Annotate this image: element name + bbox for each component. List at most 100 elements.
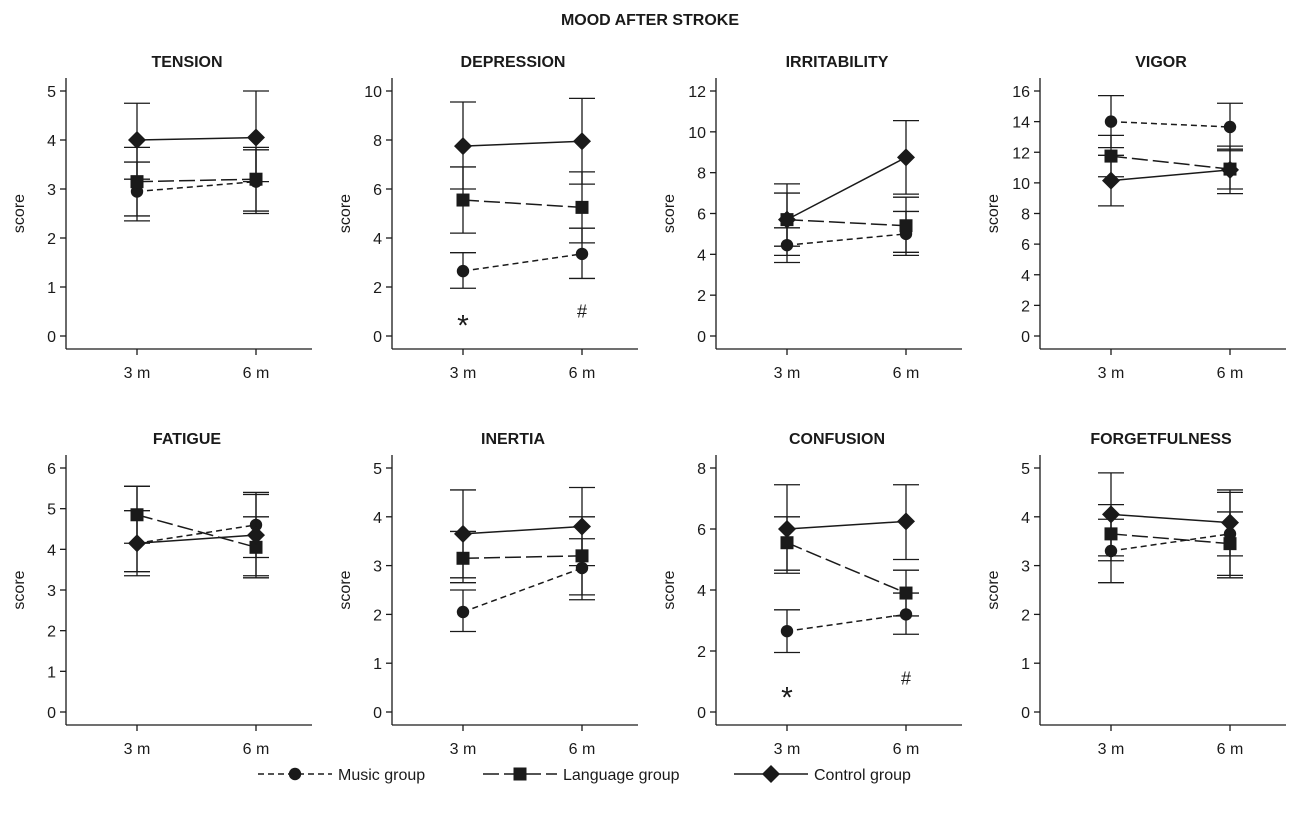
panel-title-vigor: VIGOR — [1135, 54, 1187, 71]
series-control-group — [124, 90, 269, 183]
y-tick-label: 6 — [1021, 237, 1030, 254]
series-line-control-group — [462, 525, 583, 535]
y-tick-label: 5 — [47, 502, 56, 519]
data-point-control-group — [1102, 171, 1120, 190]
data-point-music-group — [780, 624, 794, 638]
y-tick-label: 2 — [697, 288, 706, 305]
data-point-language-group — [456, 193, 470, 207]
y-tick-label: 12 — [688, 84, 706, 101]
y-tick-label: 5 — [1021, 461, 1030, 478]
series-music-group — [450, 227, 595, 289]
significance-marker: # — [577, 302, 587, 322]
legend-item-music-group: Music group — [258, 767, 425, 784]
data-point-control-group — [897, 148, 915, 167]
y-axis-label: score — [661, 194, 678, 233]
y-tick-label: 2 — [697, 644, 706, 661]
y-tick-label: 10 — [1012, 176, 1030, 193]
y-tick-label: 8 — [373, 133, 382, 150]
legend-label: Music group — [338, 767, 425, 784]
y-tick-label: 14 — [1012, 115, 1030, 132]
y-tick-label: 0 — [373, 329, 382, 346]
data-point-control-group — [573, 517, 591, 536]
y-tick-label: 4 — [373, 510, 382, 527]
x-tick-label: 3 m — [1098, 741, 1125, 758]
panel-title-irritability: IRRITABILITY — [786, 54, 889, 71]
y-tick-label: 1 — [47, 280, 56, 297]
data-point-music-group — [575, 247, 589, 261]
data-point-control-group — [1221, 160, 1239, 179]
y-tick-label: 3 — [1021, 559, 1030, 576]
data-point-control-group — [247, 526, 265, 545]
data-point-music-group — [1223, 120, 1237, 134]
x-tick-label: 6 m — [893, 741, 920, 758]
y-tick-label: 0 — [697, 329, 706, 346]
series-line-control-group — [136, 136, 257, 141]
significance-marker: * — [781, 682, 793, 715]
series-language-group — [124, 485, 269, 579]
panel-forgetfulness: FORGETFULNESS 0 1 2 3 4 5 3 m 6 m score — [985, 431, 1286, 758]
y-axis-label: score — [337, 570, 354, 609]
y-tick-label: 4 — [697, 247, 706, 264]
data-point-music-group — [456, 605, 470, 619]
data-point-control-group — [778, 210, 796, 229]
x-tick-label: 6 m — [1217, 365, 1244, 382]
series-control-group — [124, 485, 269, 577]
data-point-control-group — [897, 512, 915, 531]
x-tick-label: 3 m — [124, 741, 151, 758]
panel-depression: DEPRESSION 0 2 4 6 8 10 3 m 6 m score * # — [337, 54, 638, 382]
legend-marker-circle — [288, 767, 302, 781]
y-tick-label: 4 — [47, 133, 56, 150]
data-point-control-group — [454, 137, 472, 156]
series-line-language-group — [1110, 533, 1231, 545]
y-axis-label: score — [11, 194, 28, 233]
series-language-group — [1098, 134, 1243, 190]
y-tick-label: 2 — [47, 624, 56, 641]
y-tick-label: 2 — [373, 607, 382, 624]
x-tick-label: 6 m — [569, 741, 596, 758]
series-line-music-group — [786, 613, 907, 632]
y-tick-label: 8 — [697, 166, 706, 183]
legend-item-language-group: Language group — [483, 767, 680, 784]
panel-title-confusion: CONFUSION — [789, 431, 885, 448]
panel-title-depression: DEPRESSION — [461, 54, 566, 71]
series-line-music-group — [462, 567, 583, 613]
series-line-music-group — [786, 233, 907, 246]
series-line-language-group — [136, 178, 257, 183]
series-line-music-group — [136, 180, 257, 193]
x-tick-label: 3 m — [774, 365, 801, 382]
y-tick-label: 6 — [47, 461, 56, 478]
panel-tension: TENSION 0 1 2 3 4 5 3 m 6 m score — [11, 54, 312, 382]
y-axis-label: score — [985, 194, 1002, 233]
series-language-group — [450, 516, 595, 596]
series-music-group — [1098, 94, 1243, 152]
data-point-music-group — [456, 264, 470, 278]
x-tick-label: 6 m — [893, 365, 920, 382]
y-tick-label: 8 — [697, 461, 706, 478]
data-point-music-group — [1104, 115, 1118, 128]
legend-marker-square — [513, 767, 527, 781]
panel-title-tension: TENSION — [151, 54, 222, 71]
x-tick-label: 6 m — [243, 741, 270, 758]
y-tick-label: 12 — [1012, 145, 1030, 162]
series-control-group — [774, 119, 919, 257]
series-control-group — [774, 484, 919, 574]
series-line-control-group — [1110, 169, 1231, 182]
series-line-language-group — [462, 199, 583, 209]
y-tick-label: 4 — [373, 231, 382, 248]
series-line-music-group — [1110, 533, 1231, 552]
series-music-group — [450, 538, 595, 633]
y-tick-label: 1 — [47, 664, 56, 681]
series-line-control-group — [136, 534, 257, 544]
series-line-control-group — [1110, 513, 1231, 524]
data-point-control-group — [454, 524, 472, 543]
y-tick-label: 4 — [47, 542, 56, 559]
y-tick-label: 3 — [47, 583, 56, 600]
panel-title-fatigue: FATIGUE — [153, 431, 221, 448]
y-tick-label: 4 — [1021, 268, 1030, 285]
panel-inertia: INERTIA 0 1 2 3 4 5 3 m 6 m score — [337, 431, 638, 758]
y-tick-label: 0 — [47, 329, 56, 346]
legend-label: Control group — [814, 767, 911, 784]
y-axis-label: score — [661, 570, 678, 609]
y-tick-label: 0 — [1021, 705, 1030, 722]
legend-item-control-group: Control group — [734, 765, 911, 784]
